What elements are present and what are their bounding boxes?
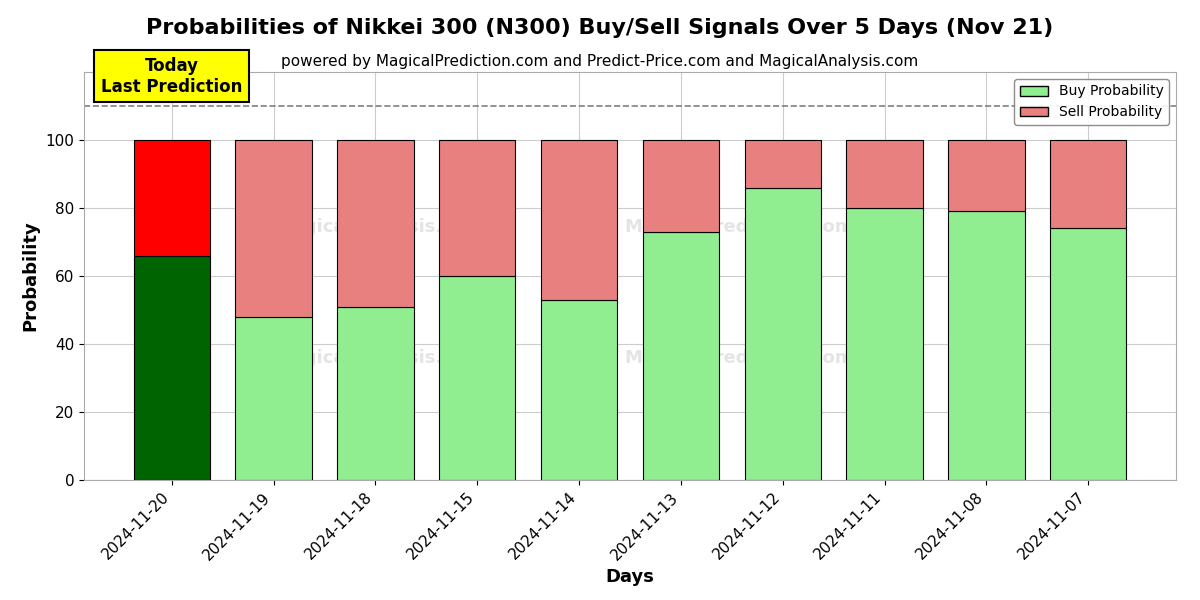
X-axis label: Days: Days: [606, 568, 654, 586]
Bar: [235, 140, 312, 317]
Bar: [439, 140, 516, 276]
Bar: [744, 140, 821, 188]
Bar: [1050, 140, 1127, 229]
Bar: [643, 232, 719, 480]
Bar: [337, 307, 414, 480]
Text: powered by MagicalPrediction.com and Predict-Price.com and MagicalAnalysis.com: powered by MagicalPrediction.com and Pre…: [281, 54, 919, 69]
Bar: [235, 317, 312, 480]
Legend: Buy Probability, Sell Probability: Buy Probability, Sell Probability: [1014, 79, 1169, 125]
Bar: [948, 140, 1025, 211]
Bar: [439, 276, 516, 480]
Bar: [643, 140, 719, 232]
Bar: [846, 208, 923, 480]
Bar: [133, 140, 210, 256]
Bar: [133, 256, 210, 480]
Text: MagicalPrediction.com: MagicalPrediction.com: [624, 349, 854, 367]
Bar: [846, 140, 923, 208]
Text: MagicalAnalysis.com: MagicalAnalysis.com: [274, 349, 484, 367]
Bar: [541, 140, 617, 300]
Bar: [948, 211, 1025, 480]
Text: Probabilities of Nikkei 300 (N300) Buy/Sell Signals Over 5 Days (Nov 21): Probabilities of Nikkei 300 (N300) Buy/S…: [146, 18, 1054, 38]
Bar: [744, 188, 821, 480]
Text: MagicalAnalysis.com: MagicalAnalysis.com: [274, 218, 484, 236]
Text: Today
Last Prediction: Today Last Prediction: [101, 57, 242, 96]
Y-axis label: Probability: Probability: [22, 221, 40, 331]
Bar: [1050, 229, 1127, 480]
Bar: [337, 140, 414, 307]
Bar: [541, 300, 617, 480]
Text: MagicalPrediction.com: MagicalPrediction.com: [624, 218, 854, 236]
